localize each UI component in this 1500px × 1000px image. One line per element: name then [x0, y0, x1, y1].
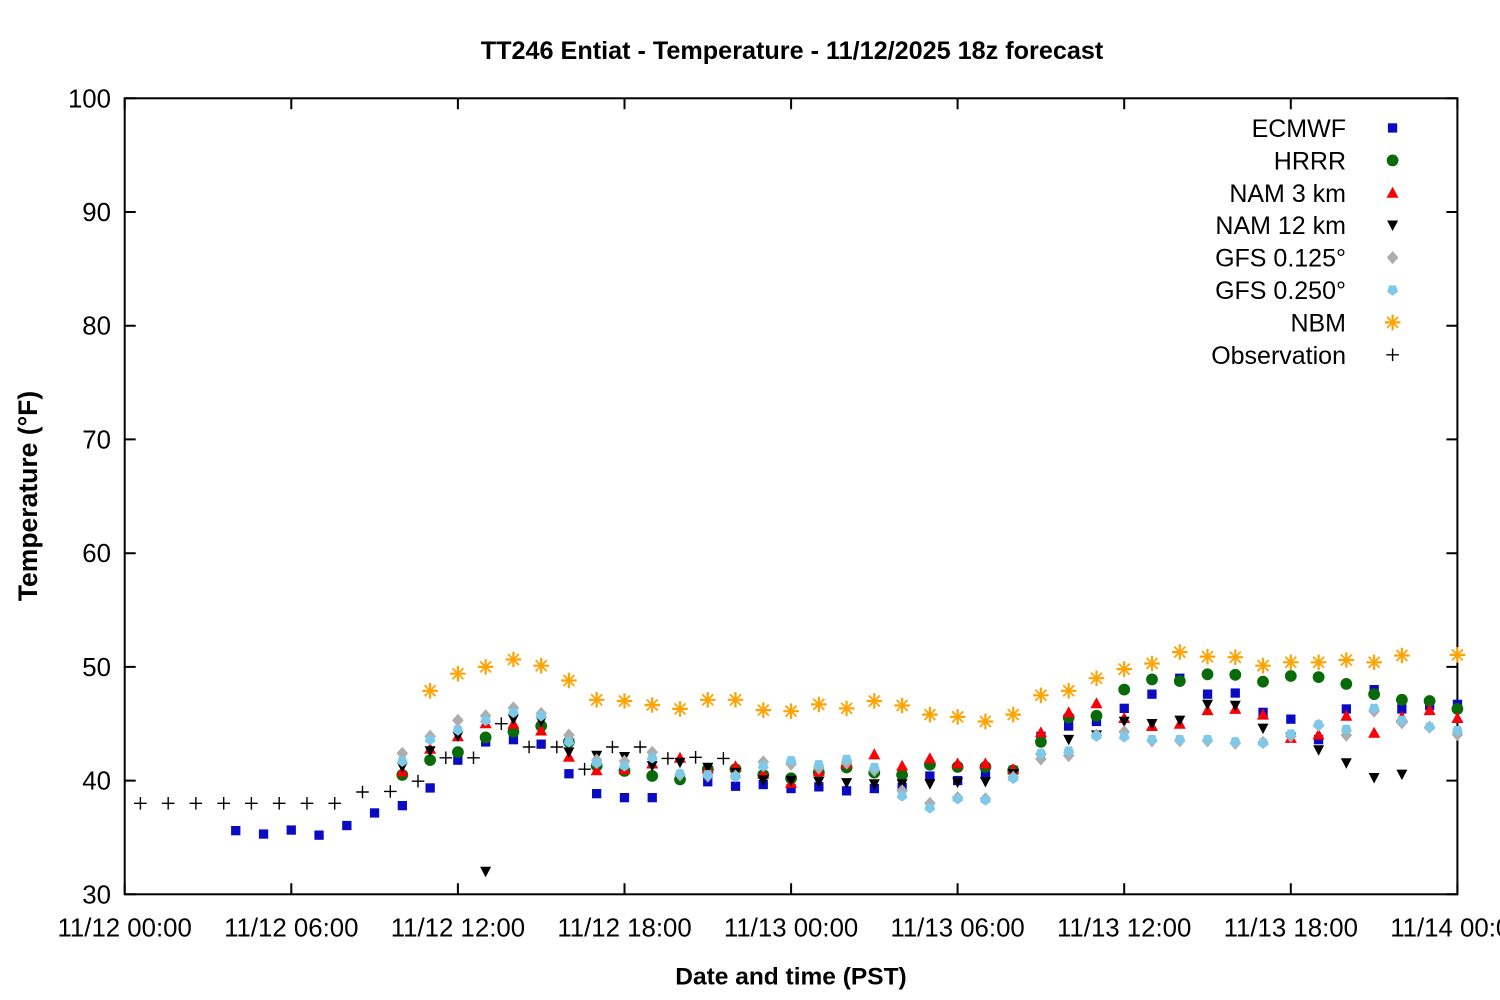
- svg-text:11/13 18:00: 11/13 18:00: [1224, 915, 1358, 943]
- svg-text:11/13 12:00: 11/13 12:00: [1057, 915, 1191, 943]
- svg-text:Date and time (PST): Date and time (PST): [675, 964, 906, 991]
- svg-text:11/13 06:00: 11/13 06:00: [890, 915, 1024, 943]
- svg-text:ECMWF: ECMWF: [1252, 115, 1346, 143]
- svg-text:11/12 18:00: 11/12 18:00: [557, 915, 691, 943]
- svg-text:100: 100: [68, 85, 111, 113]
- svg-text:70: 70: [82, 426, 111, 454]
- svg-text:GFS 0.125°: GFS 0.125°: [1215, 245, 1346, 273]
- svg-text:50: 50: [82, 654, 111, 682]
- svg-text:40: 40: [82, 768, 111, 796]
- svg-text:11/12 12:00: 11/12 12:00: [391, 915, 525, 943]
- svg-text:90: 90: [82, 199, 111, 227]
- svg-text:Observation: Observation: [1211, 342, 1346, 370]
- svg-text:NAM 3 km: NAM 3 km: [1229, 180, 1346, 208]
- svg-text:60: 60: [82, 540, 111, 568]
- svg-text:11/14 00:00: 11/14 00:00: [1390, 915, 1500, 943]
- svg-text:80: 80: [82, 313, 111, 341]
- svg-text:TT246 Entiat - Temperature - 1: TT246 Entiat - Temperature - 11/12/2025 …: [481, 37, 1104, 65]
- svg-text:Temperature (°F): Temperature (°F): [13, 391, 43, 601]
- svg-text:NAM 12 km: NAM 12 km: [1215, 212, 1346, 240]
- svg-text:11/12 00:00: 11/12 00:00: [58, 915, 192, 943]
- svg-text:NBM: NBM: [1290, 309, 1346, 337]
- svg-text:30: 30: [82, 881, 111, 909]
- svg-text:11/13 00:00: 11/13 00:00: [724, 915, 858, 943]
- svg-text:GFS 0.250°: GFS 0.250°: [1215, 277, 1346, 305]
- svg-text:11/12 06:00: 11/12 06:00: [224, 915, 358, 943]
- svg-text:HRRR: HRRR: [1274, 147, 1346, 175]
